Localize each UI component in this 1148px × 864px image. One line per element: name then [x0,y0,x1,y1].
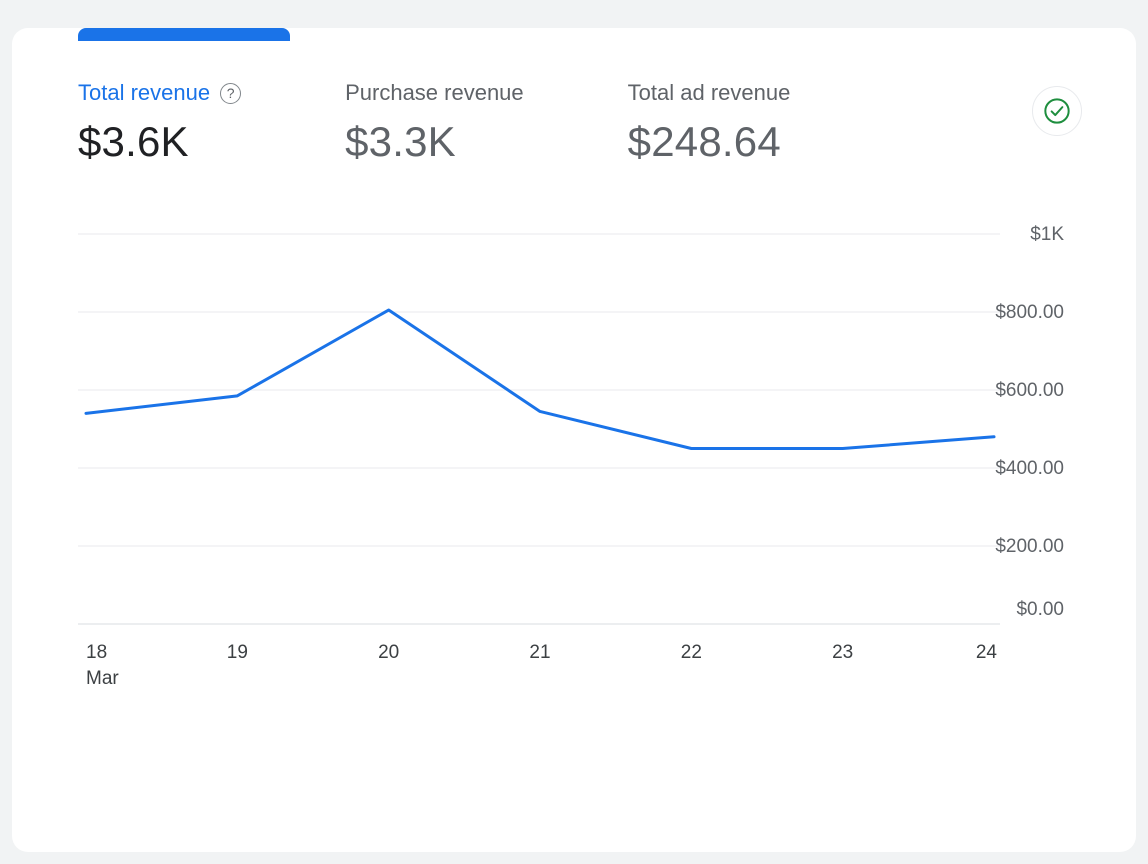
metric-tab-purchase-revenue[interactable]: Purchase revenue $3.3K [345,80,524,166]
revenue-card: Total revenue ? $3.6K Purchase revenue $… [12,28,1136,852]
chart-area: $1K $800.00 $600.00 $400.00 $200.00 $0.00 18 19… [12,210,1136,695]
svg-text:18: 18 [86,642,107,663]
svg-text:21: 21 [529,642,550,663]
svg-text:24: 24 [976,642,998,663]
metric-value: $3.6K [78,118,189,165]
svg-text:22: 22 [681,642,702,663]
svg-text:$400.00: $400.00 [995,458,1064,479]
help-icon[interactable]: ? [220,82,242,104]
data-quality-check-button[interactable] [1032,86,1082,136]
svg-text:$600.00: $600.00 [995,380,1064,401]
svg-text:19: 19 [227,642,248,663]
active-tab-indicator [78,28,290,41]
metric-label: Total revenue [78,80,211,105]
metric-label: Purchase revenue [345,80,524,105]
metric-value: $3.3K [345,118,456,165]
metric-label: Total ad revenue [627,80,791,105]
svg-text:$1K: $1K [1030,224,1064,245]
revenue-chart-svg[interactable]: $1K $800.00 $600.00 $400.00 $200.00 $0.00 18 19… [78,210,1066,690]
metric-tab-total-revenue[interactable]: Total revenue ? $3.6K [78,80,242,166]
metric-value: $248.64 [627,118,781,165]
metrics-header: Total revenue ? $3.6K Purchase revenue $… [12,28,1136,166]
svg-text:$200.00: $200.00 [995,536,1064,557]
svg-text:23: 23 [832,642,853,663]
svg-text:$800.00: $800.00 [995,302,1064,323]
svg-text:20: 20 [378,642,399,663]
svg-text:$0.00: $0.00 [1016,599,1064,620]
check-circle-icon [1044,98,1070,124]
svg-text:Mar: Mar [86,668,119,689]
metric-tab-total-ad-revenue[interactable]: Total ad revenue $248.64 [628,80,791,166]
